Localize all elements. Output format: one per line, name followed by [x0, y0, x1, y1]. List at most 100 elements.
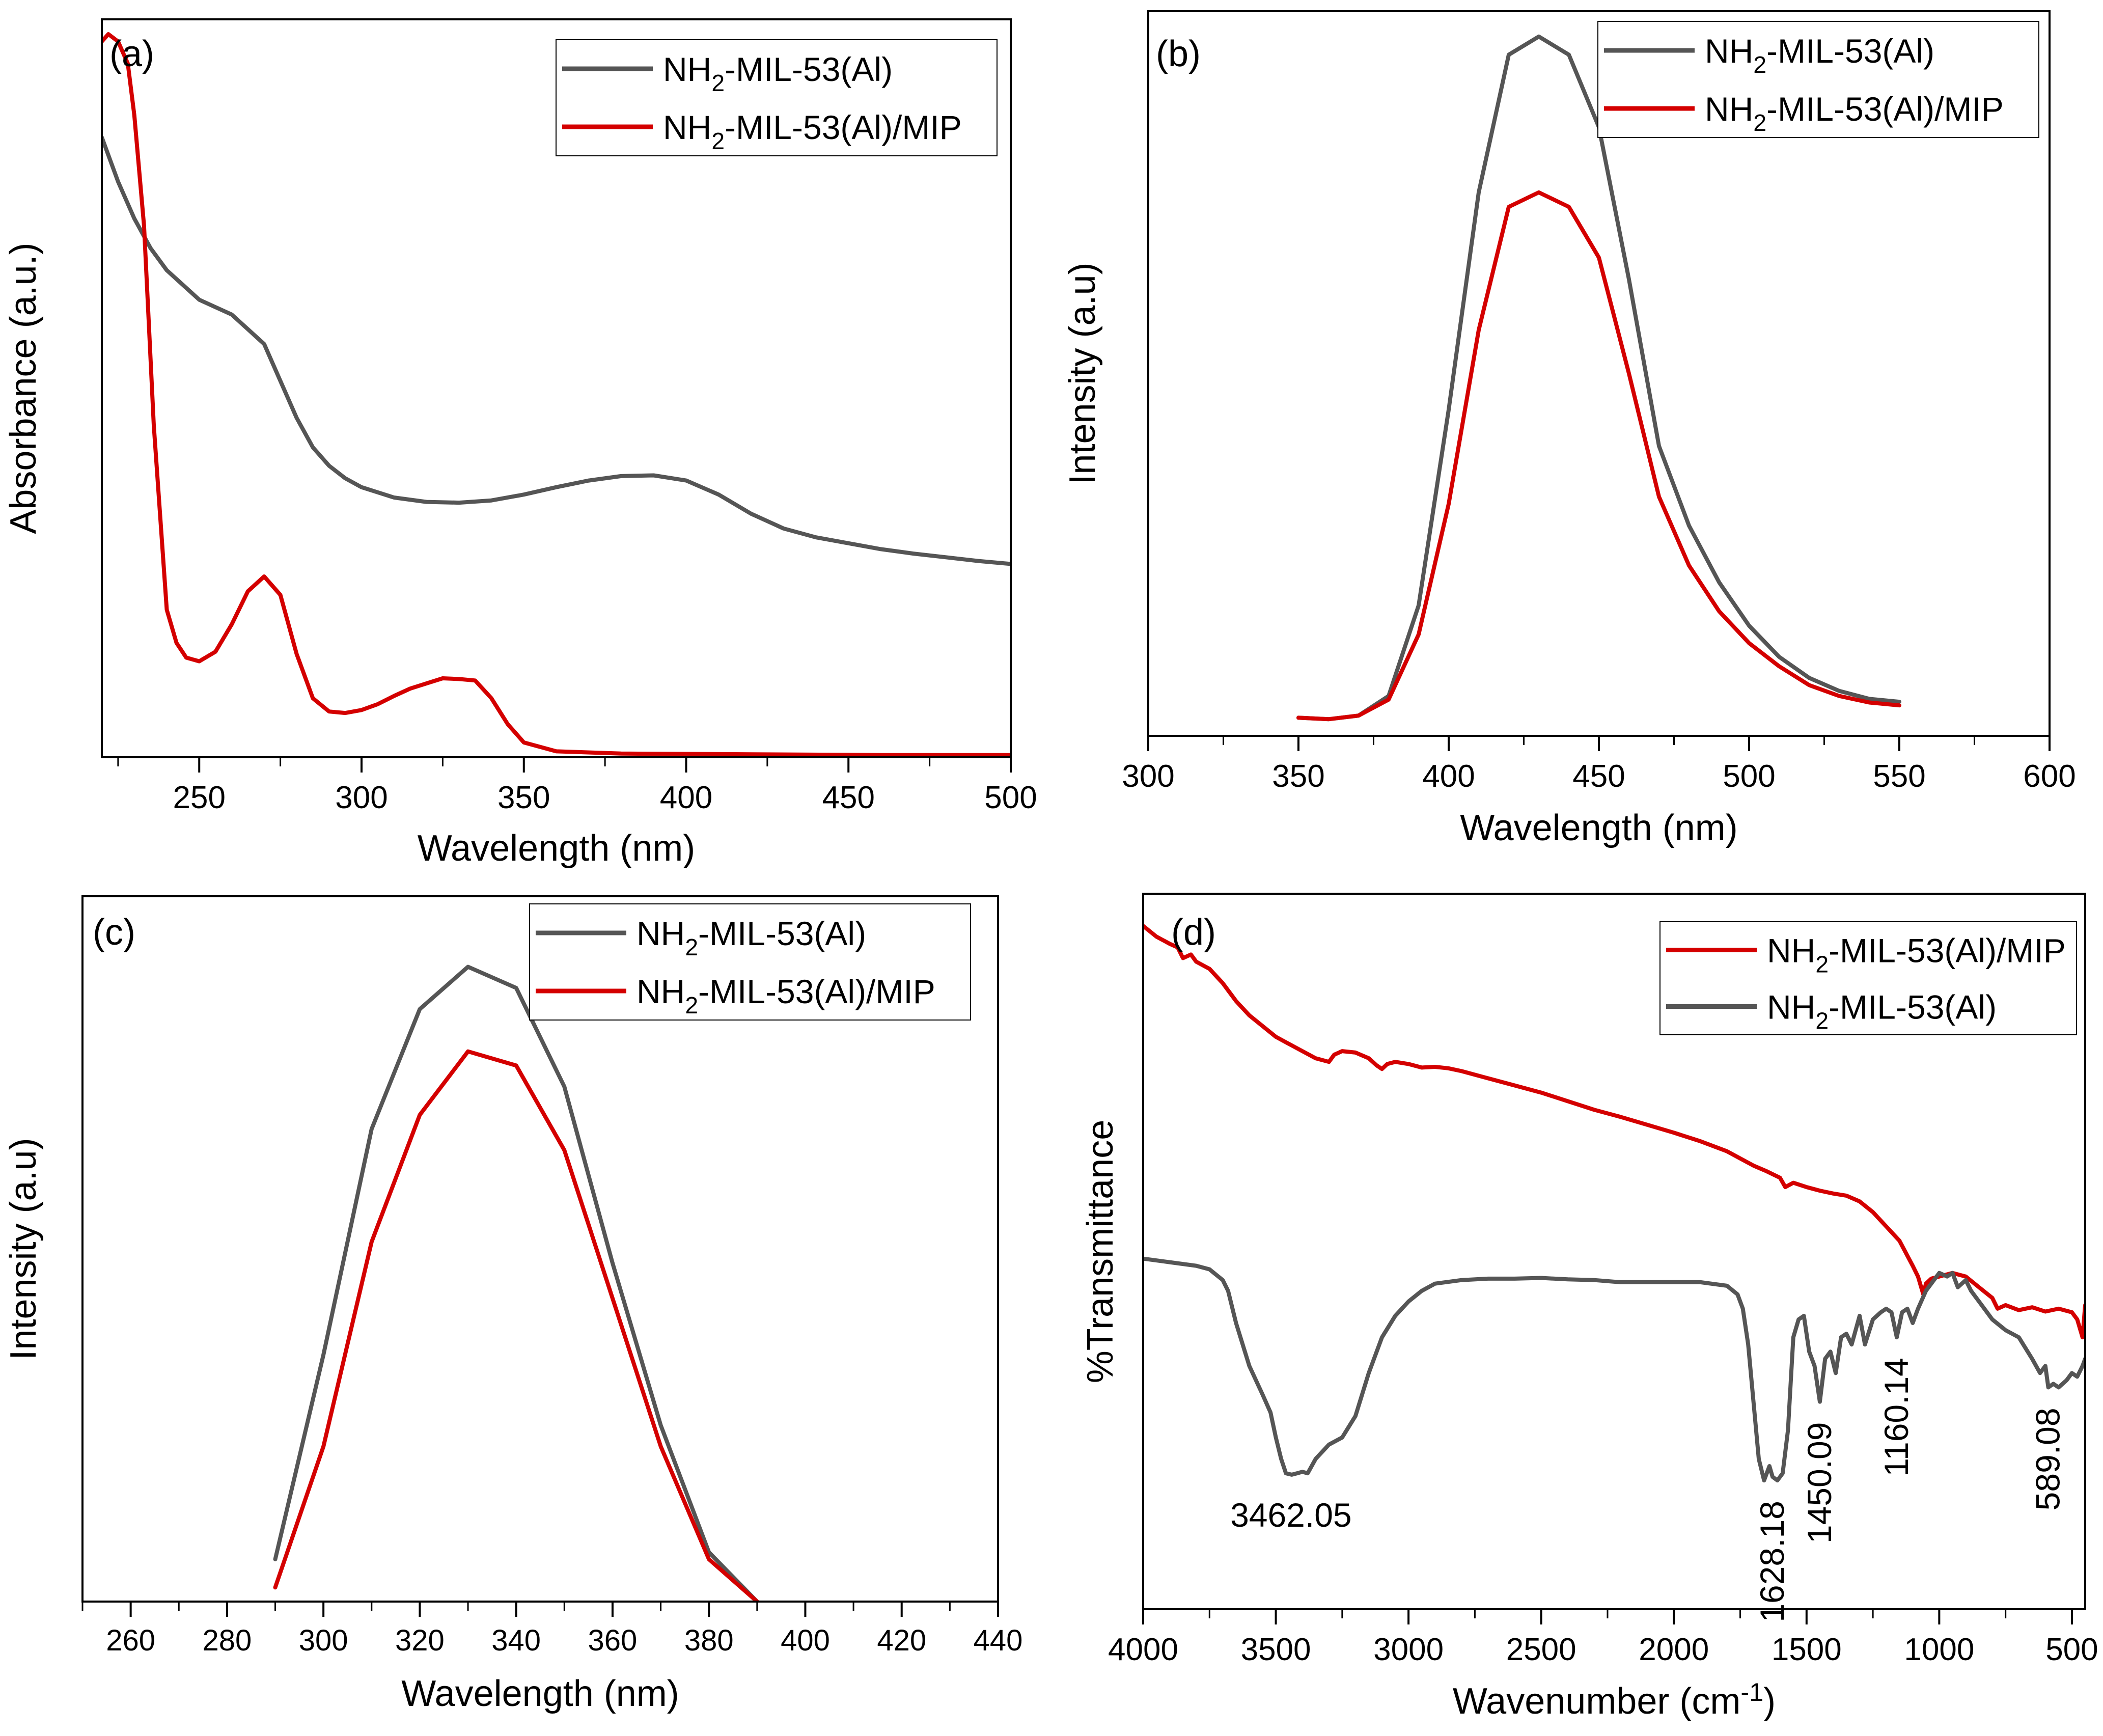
legend-label-rest: -MIL-53(Al)/MIP [1766, 90, 2004, 128]
legend-label-rest: -MIL-53(Al)/MIP [698, 973, 935, 1010]
legend-label-rest: -MIL-53(Al) [698, 915, 866, 952]
legend-label-rest: -MIL-53(Al) [1766, 32, 1934, 70]
legend-label-base: NH [1705, 32, 1753, 70]
x-axis-label: Wavelength (nm) [418, 828, 696, 869]
x-tick-label: 3000 [1373, 1632, 1444, 1667]
legend-label-rest: -MIL-53(Al) [725, 50, 893, 88]
panel-d-ftir-chart: 4000 3500 3000 2500 2000 1500 1000 500 Wavenumbe… [1080, 893, 2098, 1722]
x-tick-label: 400 [1422, 759, 1475, 794]
legend-box [556, 39, 998, 156]
x-tick-label: 500 [2045, 1632, 2098, 1667]
legend-label-0: NH2-MIL-53(Al) [1705, 32, 1934, 78]
x-tick-label: 360 [588, 1624, 638, 1657]
legend: NH2-MIL-53(Al)NH2-MIL-53(Al)/MIP [1597, 21, 2039, 138]
series-line-mip [273, 1049, 759, 1602]
legend-label-rest: -MIL-53(Al) [1829, 988, 1997, 1026]
legend-label-base: NH [663, 108, 711, 146]
x-axis-label: Wavenumber (cm-1) [1453, 1677, 1776, 1722]
legend-label-rest: -MIL-53(Al)/MIP [725, 108, 962, 146]
legend-label-subscript: 2 [711, 70, 725, 96]
series-line-pristine [273, 965, 759, 1602]
plot-frame [81, 895, 999, 1603]
legend-label-rest: -MIL-53(Al)/MIP [1829, 932, 2066, 970]
legend-label-subscript: 2 [685, 992, 698, 1018]
legend-label-base: NH [1767, 988, 1815, 1026]
x-tick-label: 3500 [1241, 1632, 1311, 1667]
legend-label-subscript: 2 [1753, 51, 1766, 78]
x-tick-label: 350 [1272, 759, 1324, 794]
legend-label-subscript: 2 [711, 128, 725, 154]
legend: NH2-MIL-53(Al)NH2-MIL-53(Al)/MIP [556, 39, 998, 156]
series-line-pristine [102, 135, 1011, 566]
x-tick-label: 380 [684, 1624, 734, 1657]
legend-box [1659, 921, 2077, 1035]
x-tick-label: 420 [877, 1624, 926, 1657]
legend-box [529, 903, 971, 1021]
legend-label-0: NH2-MIL-53(Al) [637, 915, 866, 960]
x-axis-label-superscript: -1 [1740, 1677, 1763, 1706]
peak-annotation: 1628.18 [1753, 1501, 1791, 1622]
series-line-mip [1296, 190, 1901, 722]
x-axis-label: Wavelength (nm) [401, 1673, 679, 1714]
panel-label: (a) [109, 34, 154, 74]
x-tick-label: 400 [660, 780, 712, 815]
x-tick-label: 1500 [1772, 1632, 1842, 1667]
legend-label-1: NH2-MIL-53(Al) [1767, 988, 1997, 1034]
panel-label: (c) [93, 912, 135, 953]
x-tick-label: 2500 [1506, 1632, 1576, 1667]
series-line-mip [1143, 924, 2085, 1340]
panel-label: (d) [1171, 912, 1216, 953]
x-tick-label: 1000 [1904, 1632, 1974, 1667]
peak-annotation: 1450.09 [1801, 1422, 1838, 1544]
x-axis-label: Wavelength (nm) [1460, 808, 1738, 848]
peak-annotation: 3462.05 [1230, 1496, 1352, 1534]
legend-label-0: NH2-MIL-53(Al)/MIP [1767, 932, 2066, 978]
y-axis-label: %Transmittance [1080, 1120, 1121, 1384]
legend-label-1: NH2-MIL-53(Al)/MIP [663, 108, 962, 154]
peak-annotation: 1160.14 [1877, 1358, 1915, 1477]
legend-label-subscript: 2 [1753, 109, 1766, 136]
x-tick-label: 450 [822, 780, 875, 815]
x-tick-label: 440 [974, 1624, 1023, 1657]
x-tick-label: 300 [1122, 759, 1174, 794]
plot-frame [101, 18, 1012, 758]
x-tick-label: 350 [497, 780, 550, 815]
legend-label-0: NH2-MIL-53(Al) [663, 50, 893, 96]
legend-box [1597, 21, 2039, 138]
x-tick-label: 260 [106, 1624, 155, 1657]
x-axis-label-end: ) [1763, 1681, 1776, 1722]
legend-label-base: NH [637, 973, 685, 1010]
legend-label-1: NH2-MIL-53(Al)/MIP [1705, 90, 2004, 136]
panel-b-fluorescence-chart: 300 350 400 450 500 550 600 Wavelength (nm) Inte… [1062, 10, 2076, 848]
legend: NH2-MIL-53(Al)NH2-MIL-53(Al)/MIP [529, 903, 971, 1021]
legend-label-1: NH2-MIL-53(Al)/MIP [637, 973, 935, 1018]
x-tick-label: 2000 [1639, 1632, 1709, 1667]
y-axis-label: Absorbance (a.u.) [3, 242, 44, 534]
x-axis-label-base: Wavenumber (cm [1453, 1681, 1740, 1722]
x-tick-label: 400 [781, 1624, 830, 1657]
legend-label-base: NH [637, 915, 685, 952]
x-tick-label: 500 [1723, 759, 1775, 794]
plot-frame [1142, 893, 2086, 1610]
legend-label-subscript: 2 [1815, 951, 1829, 977]
legend-label-subscript: 2 [685, 934, 698, 960]
x-tick-label: 250 [173, 780, 226, 815]
series-line-pristine [1143, 1256, 2085, 1483]
x-tick-label: 340 [491, 1624, 541, 1657]
x-tick-label: 550 [1873, 759, 1925, 794]
y-axis-label: Intensity (a.u) [3, 1138, 44, 1360]
panel-c-intensity-chart: 260 280 300 320 340 360 380 400 420 440 Wavelength… [3, 895, 1023, 1714]
legend-label-base: NH [1767, 932, 1815, 970]
x-tick-label: 300 [299, 1624, 348, 1657]
y-axis-label: Intensity (a.u) [1062, 262, 1103, 484]
series-line-mip [102, 32, 1011, 757]
legend-label-subscript: 2 [1815, 1007, 1829, 1034]
x-tick-label: 500 [984, 780, 1037, 815]
x-tick-label: 450 [1572, 759, 1625, 794]
panel-a-absorbance-chart: 250 300 350 400 450 500 Wavelength (nm) Absorba… [3, 18, 1037, 869]
legend-label-base: NH [663, 50, 711, 88]
peak-annotation: 589.08 [2029, 1408, 2067, 1510]
